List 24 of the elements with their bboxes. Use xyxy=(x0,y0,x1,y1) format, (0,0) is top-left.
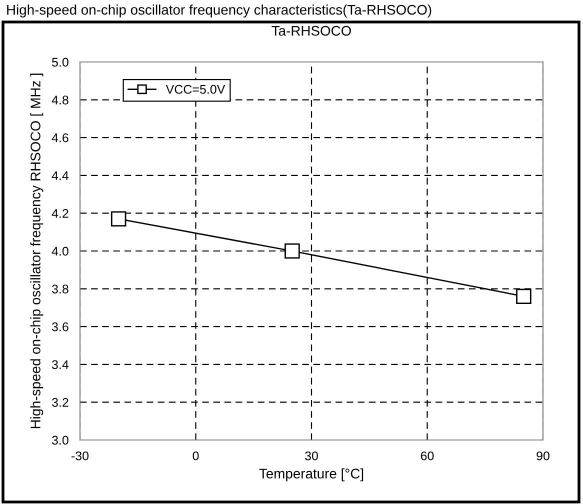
y-tick-label: 3.2 xyxy=(52,398,68,407)
x-tick-label: 60 xyxy=(420,451,434,460)
point xyxy=(110,211,126,227)
y-tick-label: 3.8 xyxy=(52,284,68,294)
x-tick-label: 0 xyxy=(192,451,199,460)
y-tick-label: 4.0 xyxy=(52,246,68,256)
x-tick-label: 30 xyxy=(305,451,318,460)
y-tick-label: 3.6 xyxy=(52,322,68,332)
y-tick-label: 3.4 xyxy=(52,360,69,370)
chart-title: High-speed on-chip oscillator frequency characteristics(Ta-RHSOCO) xyxy=(7,4,432,18)
point xyxy=(284,243,300,259)
y-tick-label: 4.4 xyxy=(52,171,69,180)
y-tick-label: 4.2 xyxy=(52,209,68,218)
legend-label: VCC=5.0V xyxy=(166,84,226,94)
y-tick-label: 4.6 xyxy=(52,133,68,142)
y-axis-title: High-speed on-chip oscillator frequency RHSOCO [ MHz ] xyxy=(30,74,44,428)
point xyxy=(516,288,532,304)
y-tick-label: 3.0 xyxy=(52,436,68,445)
chart-subtitle: Ta-RHSOCO xyxy=(272,26,351,36)
x-tick-label: -30 xyxy=(72,451,89,460)
x-tick-label: 90 xyxy=(536,451,550,460)
y-tick-label: 4.8 xyxy=(52,96,68,104)
y-tick-label: 5.0 xyxy=(52,58,68,67)
x-axis-title: Temperature [°C] xyxy=(259,468,364,482)
